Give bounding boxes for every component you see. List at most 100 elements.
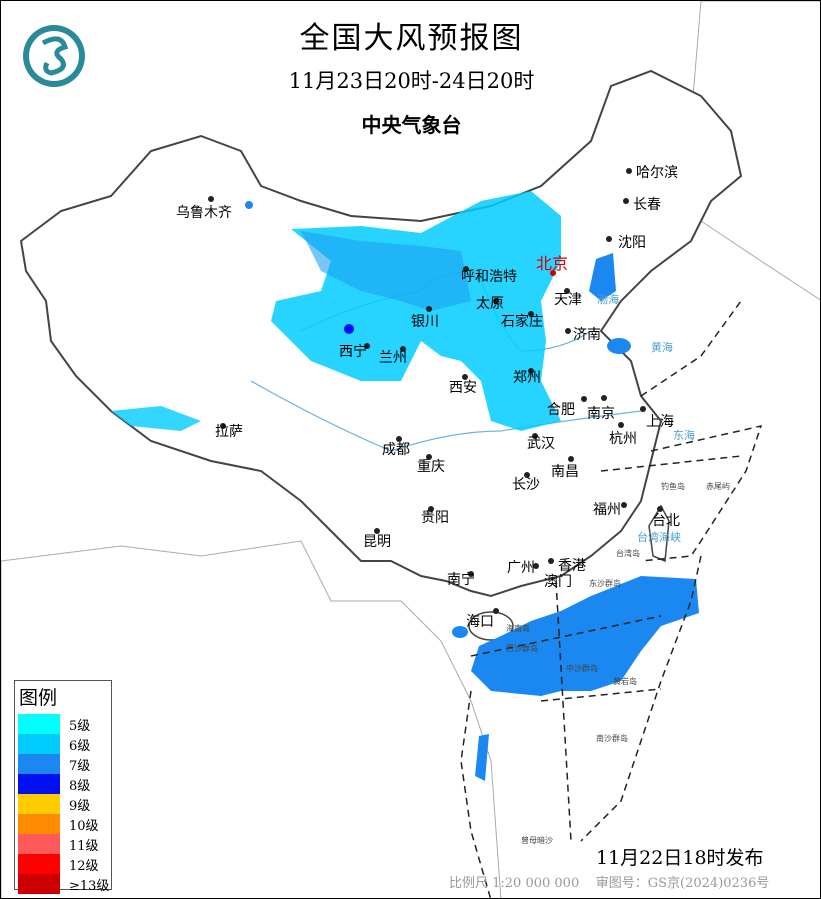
city-label: 拉萨 — [215, 424, 243, 440]
city-marker — [606, 236, 612, 242]
city-marker — [626, 168, 632, 174]
city-marker — [463, 266, 469, 272]
city-label: 太原 — [476, 296, 504, 312]
city-marker — [548, 558, 554, 564]
wind-area-7-beibu — [452, 626, 468, 638]
island-label: 东沙群岛 — [589, 578, 621, 588]
city-label: 福州 — [593, 502, 621, 518]
city-marker — [374, 528, 380, 534]
island-label: 赤尾屿 — [706, 482, 730, 491]
wind-area-8 — [344, 324, 354, 334]
legend-label: 9级 — [69, 798, 91, 814]
city-marker — [528, 368, 534, 374]
city-marker — [208, 196, 214, 202]
legend-item: 7级 — [15, 754, 111, 774]
city-marker — [462, 374, 468, 380]
city-label-beijing: 北京 — [536, 254, 568, 273]
legend-item: 6级 — [15, 734, 111, 754]
wind-area-6-xinjiang — [111, 406, 201, 431]
city-label: 济南 — [573, 327, 601, 343]
city-label: 沈阳 — [618, 235, 646, 251]
legend-swatch — [18, 754, 60, 774]
approval-number: 审图号：GS京(2024)0236号 — [595, 876, 770, 891]
city-label: 台北 — [652, 513, 680, 529]
city-label: 香港 — [558, 558, 586, 574]
city-label: 成都 — [382, 442, 410, 458]
city-label: 兰州 — [379, 350, 407, 366]
issued-time: 11月22日18时发布 — [596, 847, 764, 869]
legend-label: 11级 — [69, 838, 99, 854]
legend-item: 10级 — [15, 814, 111, 834]
legend-swatch — [18, 794, 60, 814]
city-label: 昆明 — [363, 534, 391, 550]
legend-item: ≥13级 — [15, 874, 111, 894]
city-marker — [533, 563, 539, 569]
wind-area-5 — [301, 231, 471, 311]
maritime-boundary — [460, 300, 763, 898]
city-label: 银川 — [411, 314, 439, 330]
city-label: 呼和浩特 — [461, 269, 517, 285]
city-label: 海口 — [466, 614, 494, 630]
legend-swatch — [18, 834, 60, 854]
city-marker — [565, 328, 571, 334]
legend-swatch — [18, 814, 60, 834]
city-label: 乌鲁木齐 — [176, 205, 232, 221]
city-marker — [618, 422, 624, 428]
sea-label-bohai: 渤海 — [597, 292, 619, 306]
cma-logo — [23, 25, 85, 87]
city-label: 贵阳 — [421, 510, 449, 526]
legend-swatch — [18, 774, 60, 794]
city-label: 合肥 — [547, 402, 575, 418]
legend-label: 6级 — [69, 738, 91, 754]
city-label: 上海 — [646, 414, 674, 430]
legend-label: 5级 — [69, 718, 91, 734]
island-label: 中沙群岛 — [566, 663, 598, 673]
city-label: 南宁 — [447, 571, 475, 588]
island-label: 钓鱼岛 — [661, 481, 685, 491]
city-marker — [468, 571, 474, 577]
city-marker — [528, 311, 534, 317]
legend-rows: 5级 6级 7级 8级 9级 10级 11级 12级 ≥13级 — [15, 714, 111, 894]
city-label: 郑州 — [513, 370, 541, 386]
city-marker — [428, 506, 434, 512]
wind-area-7-yellowsea — [607, 338, 631, 354]
legend-item: 11级 — [15, 834, 111, 854]
city-label: 石家庄 — [501, 313, 543, 330]
city-marker — [623, 198, 629, 204]
city-label: 南京 — [587, 406, 615, 422]
city-marker — [400, 346, 406, 352]
city-label: 南昌 — [551, 464, 579, 480]
city-marker — [640, 406, 646, 412]
island-label: 曾母暗沙 — [521, 835, 553, 845]
city-marker — [532, 433, 538, 439]
city-label: 哈尔滨 — [636, 165, 678, 181]
city-marker — [524, 472, 530, 478]
city-label: 长春 — [633, 197, 661, 213]
city-marker — [396, 436, 402, 442]
hainan-island — [468, 611, 514, 641]
island-label: 南沙群岛 — [596, 733, 628, 743]
island-label: 台湾岛 — [616, 548, 640, 558]
city-marker — [220, 423, 226, 429]
wind-area-8b — [245, 201, 253, 209]
legend-item: 12级 — [15, 854, 111, 874]
capital-marker — [550, 270, 556, 276]
sea-label-east: 东海 — [673, 428, 695, 442]
city-label: 西宁 — [339, 343, 367, 360]
wind-area-7-vietnam — [475, 734, 489, 781]
sea-label-yellow: 黄海 — [651, 340, 673, 354]
city-label: 澳门 — [544, 574, 572, 590]
neighbor-land — [1, 540, 502, 898]
legend-item: 5级 — [15, 714, 111, 734]
city-marker — [493, 608, 499, 614]
city-marker — [426, 454, 432, 460]
city-marker — [568, 456, 574, 462]
island-label: 西沙群岛 — [506, 643, 538, 653]
scale-text: 比例尺 1:20 000 000 — [449, 876, 580, 891]
city-label: 长沙 — [512, 477, 540, 493]
city-label: 广州 — [507, 560, 535, 576]
legend-label: 10级 — [69, 818, 99, 834]
legend-swatch — [18, 854, 60, 874]
